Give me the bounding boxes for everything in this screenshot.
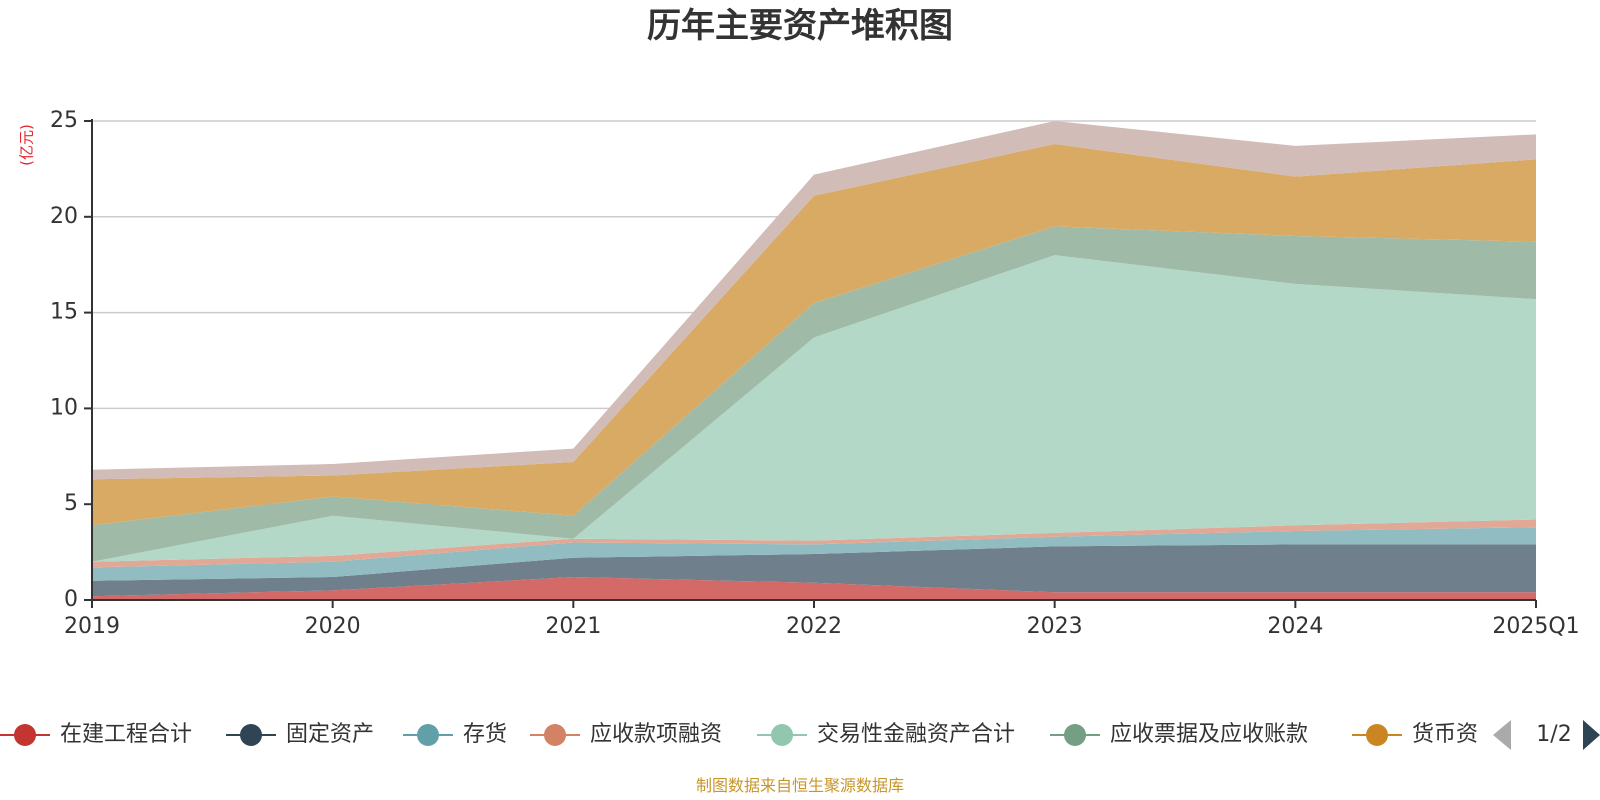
legend-circle-icon <box>1366 724 1388 746</box>
x-tick-label: 2019 <box>64 614 120 639</box>
legend-label: 应收款项融资 <box>590 722 722 747</box>
data-source-footer: 制图数据来自恒生聚源数据库 <box>696 776 904 795</box>
legend-item-4[interactable]: 应收款项融资 <box>530 722 722 747</box>
legend-label: 固定资产 <box>286 722 374 747</box>
x-tick-label: 2025Q1 <box>1492 614 1579 639</box>
area-series-1 <box>92 577 1536 600</box>
legend-circle-icon <box>1064 724 1086 746</box>
area-series-3 <box>92 527 1536 581</box>
area-series-4 <box>92 519 1536 568</box>
legend-item-6[interactable]: 应收票据及应收账款 <box>1050 722 1308 747</box>
triangle-right-icon[interactable] <box>1583 720 1600 750</box>
area-series-2 <box>92 544 1536 597</box>
x-tick-label: 2024 <box>1267 614 1323 639</box>
legend-item-2[interactable]: 固定资产 <box>226 722 374 747</box>
legend-circle-icon <box>544 724 566 746</box>
legend-item-7[interactable]: 货币资 <box>1352 722 1478 747</box>
legend-item-1[interactable]: 在建工程合计 <box>0 722 192 747</box>
y-axis-unit-label: (亿元) <box>18 124 36 166</box>
legend-label: 存货 <box>463 722 507 747</box>
legend-label: 在建工程合计 <box>60 722 192 747</box>
x-tick-label: 2021 <box>545 614 601 639</box>
legend-circle-icon <box>417 724 439 746</box>
area-series-7 <box>92 144 1536 526</box>
x-tick-label: 2023 <box>1027 614 1083 639</box>
legend-page-indicator: 1/2 <box>1536 722 1571 747</box>
y-tick-label: 15 <box>50 300 78 325</box>
y-tick-label: 0 <box>64 587 78 612</box>
legend-label: 交易性金融资产合计 <box>817 722 1015 747</box>
area-series-group <box>92 121 1536 600</box>
area-series-6 <box>92 226 1536 562</box>
y-tick-label: 5 <box>64 491 78 516</box>
legend-label: 应收票据及应收账款 <box>1110 722 1308 747</box>
legend: 在建工程合计 固定资产 存货 应收款项融资 交易性金融资产合计 应收票据及应收账款 货币资 1… <box>0 720 1600 750</box>
y-tick-label: 25 <box>50 108 78 133</box>
legend-item-5[interactable]: 交易性金融资产合计 <box>757 722 1015 747</box>
y-tick-label: 10 <box>50 395 78 420</box>
area-series-8 <box>92 121 1536 480</box>
legend-circle-icon <box>14 724 36 746</box>
y-tick-label: 20 <box>50 204 78 229</box>
triangle-left-icon[interactable] <box>1493 720 1511 750</box>
x-tick-label: 2020 <box>305 614 361 639</box>
area-series-5 <box>92 255 1536 562</box>
legend-label: 货币资 <box>1412 722 1478 747</box>
chart-title: 历年主要资产堆积图 <box>647 6 953 46</box>
legend-circle-icon <box>771 724 793 746</box>
axes: 0 5 10 15 20 25 2019 2020 2021 2022 2023 2024 2025Q1 <box>50 108 1580 639</box>
legend-circle-icon <box>240 724 262 746</box>
legend-item-3[interactable]: 存货 <box>403 722 507 747</box>
x-tick-label: 2022 <box>786 614 842 639</box>
